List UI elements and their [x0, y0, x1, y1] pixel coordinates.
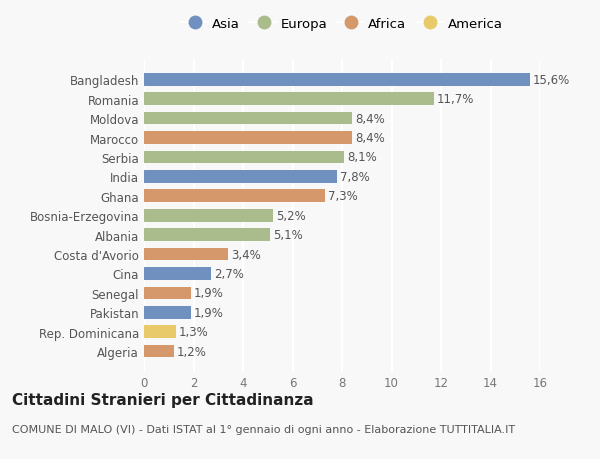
Text: 1,9%: 1,9%: [194, 287, 224, 300]
Text: 11,7%: 11,7%: [437, 93, 474, 106]
Bar: [144, 306, 191, 319]
Bar: [144, 325, 176, 338]
Text: Cittadini Stranieri per Cittadinanza: Cittadini Stranieri per Cittadinanza: [12, 392, 314, 408]
Text: COMUNE DI MALO (VI) - Dati ISTAT al 1° gennaio di ogni anno - Elaborazione TUTTI: COMUNE DI MALO (VI) - Dati ISTAT al 1° g…: [12, 425, 515, 435]
Text: 8,4%: 8,4%: [355, 112, 385, 125]
Text: 1,9%: 1,9%: [194, 306, 224, 319]
Legend: Asia, Europa, Africa, America: Asia, Europa, Africa, America: [182, 18, 502, 31]
Text: 5,1%: 5,1%: [273, 229, 303, 241]
Bar: [144, 248, 228, 261]
Text: 8,4%: 8,4%: [355, 132, 385, 145]
Bar: [144, 74, 530, 86]
Bar: [144, 229, 270, 241]
Text: 2,7%: 2,7%: [214, 267, 244, 280]
Bar: [144, 268, 211, 280]
Bar: [144, 171, 337, 183]
Bar: [144, 209, 273, 222]
Text: 1,2%: 1,2%: [176, 345, 206, 358]
Bar: [144, 345, 174, 358]
Bar: [144, 287, 191, 300]
Bar: [144, 132, 352, 145]
Text: 3,4%: 3,4%: [231, 248, 261, 261]
Text: 7,8%: 7,8%: [340, 170, 370, 184]
Bar: [144, 151, 344, 164]
Text: 15,6%: 15,6%: [533, 73, 571, 87]
Bar: [144, 93, 434, 106]
Text: 8,1%: 8,1%: [347, 151, 377, 164]
Bar: [144, 190, 325, 203]
Text: 1,3%: 1,3%: [179, 325, 209, 338]
Text: 5,2%: 5,2%: [275, 209, 305, 222]
Bar: [144, 112, 352, 125]
Text: 7,3%: 7,3%: [328, 190, 358, 203]
